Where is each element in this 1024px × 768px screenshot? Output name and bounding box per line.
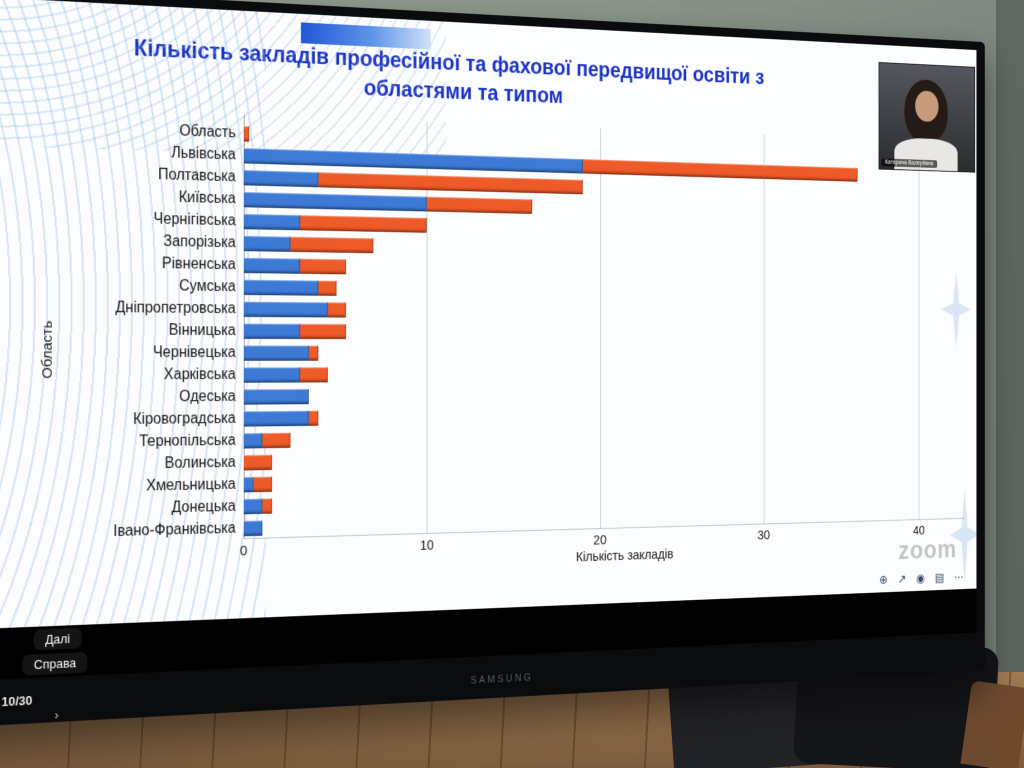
caption-box: Справа [22, 651, 88, 676]
category-label: Сумська [179, 277, 236, 295]
bar-segment-type-orange [309, 345, 319, 361]
bar-segment-type-blue [243, 410, 310, 427]
bar-segment-type-blue [243, 235, 291, 252]
bar-segment-type-blue [243, 191, 427, 212]
category-label: Запорізька [163, 233, 236, 251]
category-label: Донецька [171, 498, 236, 517]
bar-group [243, 301, 964, 322]
chart-rows: Область Львівська Полтавська Київська Черніг… [61, 116, 964, 545]
bar-segment-type-orange [327, 302, 346, 318]
category-label: Львівська [171, 144, 236, 164]
bar-segment-type-orange [290, 236, 374, 254]
x-tick-label: 0 [240, 543, 248, 560]
share-icon[interactable]: ↗ [897, 571, 907, 586]
wall-corner-shadow [996, 0, 1024, 768]
bar-segment-type-blue [243, 279, 319, 296]
x-tick-label: 30 [757, 528, 770, 544]
x-tick-label: 20 [593, 532, 607, 549]
zoom-in-icon[interactable]: ⊕ [879, 572, 888, 587]
participants-icon[interactable]: ◉ [916, 571, 925, 586]
bar-segment-type-blue [243, 520, 263, 537]
category-label: Дніпропетровська [115, 299, 236, 317]
caption-box: Далі [33, 627, 82, 651]
bar-segment-type-orange [309, 410, 319, 426]
slide-title: Кількість закладів професійної та фахово… [0, 27, 870, 123]
bar-segment-type-orange [243, 454, 272, 471]
bar-group [243, 345, 964, 361]
category-label: Київська [178, 189, 236, 208]
bar-segment-type-orange [318, 280, 337, 296]
category-label: Чернівецька [152, 344, 236, 361]
bar-segment-type-orange [262, 498, 272, 514]
x-tick-label: 10 [419, 537, 434, 555]
bar-segment-type-orange [253, 476, 272, 493]
bar-group [243, 323, 964, 341]
bar-chart: Область Область Львівська Полтавська Київсь… [33, 115, 964, 584]
category-label: Харківська [163, 366, 236, 383]
bar-group [243, 386, 964, 405]
tv-screen: Кількість закладів професійної та фахово… [0, 0, 976, 682]
bar-segment-type-blue [243, 432, 263, 449]
bar-segment-type-blue [243, 323, 300, 339]
bar-segment-type-orange [299, 215, 427, 233]
more-icon[interactable]: ⋯ [954, 569, 964, 584]
bar-segment-type-blue [243, 367, 300, 383]
category-label: Полтавська [157, 166, 236, 186]
bar-segment-type-orange [243, 126, 250, 142]
page-indicator: 10/30 [1, 692, 33, 710]
brand-logo: SAMSUNG [470, 672, 534, 687]
category-label: Одеська [179, 388, 236, 406]
presentation-slide: Кількість закладів професійної та фахово… [0, 0, 976, 631]
category-label: Рівненська [162, 255, 236, 273]
bar-segment-type-blue [243, 170, 319, 188]
bar-segment-type-blue [243, 498, 263, 515]
category-label: Волинська [164, 454, 236, 472]
category-label: Чернігівська [153, 210, 236, 229]
bar-segment-type-orange [299, 323, 346, 340]
apps-icon[interactable]: ▤ [934, 570, 945, 585]
bar-segment-type-orange [426, 196, 532, 214]
bar-segment-type-blue [243, 301, 328, 318]
bar-segment-type-orange [299, 258, 346, 275]
bar-group [243, 366, 964, 383]
presenter-face [914, 89, 939, 123]
chart-row: Чернівецька [61, 342, 964, 365]
bar-segment-type-blue [243, 257, 300, 274]
bar-segment-type-blue [243, 345, 310, 361]
chart-row: Вінницька [61, 319, 964, 344]
chart-plot-area: Область Львівська Полтавська Київська Черніг… [61, 116, 964, 583]
wooden-chair [960, 680, 1024, 768]
category-label: Хмельницька [146, 476, 236, 495]
category-label: Вінницька [168, 322, 236, 339]
bar-segment-type-orange [299, 367, 328, 383]
zoom-watermark: zoom [898, 535, 957, 566]
slide-title-line2: областями та типом [363, 74, 564, 109]
television: Кількість закладів професійної та фахово… [0, 0, 985, 729]
bar-segment-type-blue [243, 213, 300, 231]
prompt-glyph: › [54, 707, 59, 723]
zoom-toolbar: ⊕ ↗ ◉ ▤ ⋯ [879, 570, 964, 588]
category-label: Кіровоградська [133, 410, 236, 428]
bar-segment-type-blue [243, 476, 254, 493]
bar-segment-type-orange [262, 432, 291, 449]
y-axis-title: Область [39, 320, 56, 379]
category-label: Івано-Франківська [113, 520, 236, 540]
bar-segment-type-blue [243, 389, 310, 405]
category-label: Тернопільська [139, 432, 236, 450]
